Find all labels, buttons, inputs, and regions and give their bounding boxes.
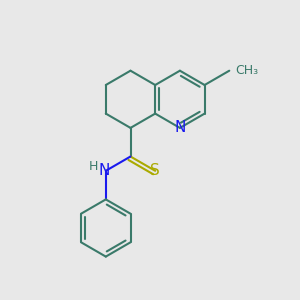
Text: S: S: [150, 163, 160, 178]
Text: H: H: [89, 160, 98, 173]
Text: CH₃: CH₃: [235, 64, 258, 77]
Text: N: N: [98, 163, 110, 178]
Text: N: N: [174, 120, 186, 135]
